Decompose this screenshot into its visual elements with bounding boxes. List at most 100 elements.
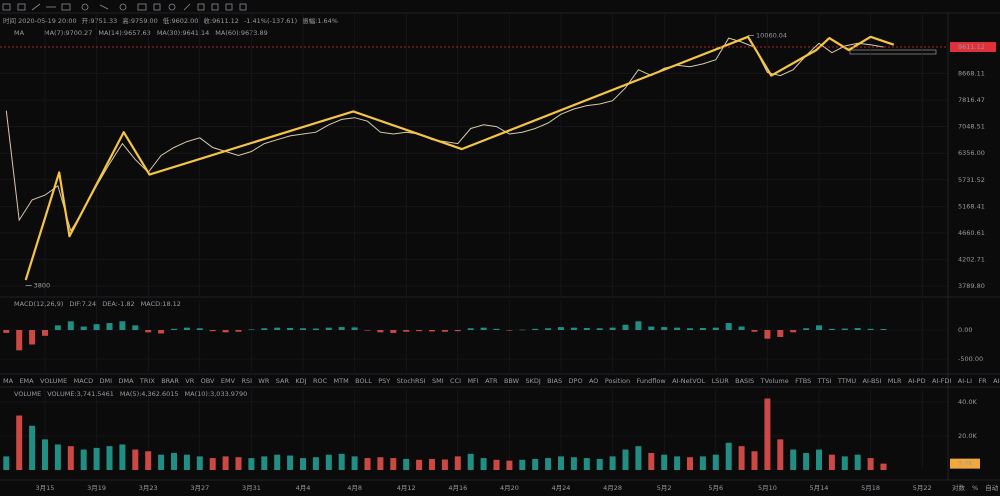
indicator-tab[interactable]: EMA [19,377,34,385]
bar [803,328,810,330]
indicator-tab[interactable]: BRAR [161,377,179,385]
indicator-tab[interactable]: TTSI [817,377,832,385]
bar [93,324,100,330]
y-tick-label: 6356.00 [958,149,985,157]
indicator-tab[interactable]: RSI [241,377,252,385]
indicator-tab[interactable]: EMV [221,377,236,385]
indicator-tab[interactable]: MA [3,377,14,385]
indicator-tab[interactable]: StochRSI [397,377,426,385]
indicator-tab[interactable]: MFI [467,377,478,385]
bar [325,327,332,330]
indicator-tab[interactable]: MACD [74,377,93,385]
tool-icon[interactable] [239,3,247,11]
tool-icon[interactable] [225,3,233,11]
indicator-tab[interactable]: MTM [334,377,349,385]
bar [274,454,281,470]
tool-icon[interactable] [168,3,176,11]
bar [751,451,758,470]
tool-icon[interactable] [153,3,161,11]
zigzag-line [24,35,895,281]
bar [712,454,719,470]
bar [596,458,603,470]
indicator-tab[interactable]: AI-BST [993,377,1000,385]
indicator-tab[interactable]: SAR [276,377,290,385]
indicator-tab[interactable]: BIAS [547,377,562,385]
indicator-tab[interactable]: Fundflow [637,377,667,385]
indicator-tab[interactable]: LSUR [712,377,730,385]
bar [493,328,500,330]
indicator-tab[interactable]: Position [605,377,630,385]
bar [596,328,603,330]
indicator-tab[interactable]: FR [978,377,987,385]
bar [29,329,36,345]
tool-icon[interactable] [211,3,219,11]
bar [764,329,771,339]
indicator-tab[interactable]: BOLL [355,377,372,385]
bar [841,328,848,330]
indicator-tab[interactable]: MLR [888,377,902,385]
ohlc-info: 开:9751.33 [82,17,118,25]
bar [648,452,655,470]
indicator-tab[interactable]: WR [258,377,269,385]
tool-icon[interactable] [81,3,89,11]
tool-icon[interactable] [137,3,147,11]
bar [429,329,435,332]
bar [145,451,152,470]
indicator-tab[interactable]: OBV [201,377,215,385]
footer-toggle[interactable]: 自动 [985,483,999,492]
bar [661,454,668,470]
indicator-tab[interactable]: TTMU [837,377,856,385]
bar [519,459,526,470]
bar [441,459,448,470]
x-tick-label: 4月24 [552,484,571,492]
indicator-tab[interactable]: AI-PD [908,377,926,385]
indicator-tab[interactable]: BASIS [735,377,754,385]
tool-icon[interactable] [99,4,109,10]
tool-icon[interactable] [31,3,41,11]
indicator-tab[interactable]: AI-BSI [863,377,882,385]
tool-icon[interactable] [119,3,127,11]
tool-icon[interactable] [197,3,205,11]
indicator-tab[interactable]: AI-FDI [932,377,951,385]
bar [158,454,165,470]
tool-icon[interactable] [61,3,71,11]
indicator-tab[interactable]: SKDJ [525,377,540,385]
bar [880,328,887,330]
bar [661,327,668,330]
bar [3,329,10,333]
bar [364,329,371,331]
indicator-tab[interactable]: ATR [485,377,498,385]
indicator-tab[interactable]: VR [185,377,194,385]
indicator-tab[interactable]: PSY [378,377,390,385]
bar [777,329,784,337]
x-tick-label: 4月20 [500,484,519,492]
tool-icon[interactable] [183,3,191,11]
footer-toggle[interactable]: % [972,484,978,492]
bar [287,455,294,470]
bar [274,327,281,330]
tool-icon[interactable] [17,3,26,11]
indicator-tab[interactable]: ROC [313,377,328,385]
indicator-tab[interactable]: TVolume [760,377,789,385]
indicator-tab[interactable]: KDJ [295,377,306,385]
indicator-tab[interactable]: SMI [432,377,444,385]
tool-icon[interactable] [2,3,11,11]
last-price-label: 9611.12 [958,43,985,51]
indicator-tab[interactable]: DMA [118,377,134,385]
footer-toggle[interactable]: 对数 [952,483,966,492]
indicator-tab[interactable]: DPO [569,377,583,385]
indicator-tab[interactable]: CCI [450,377,461,385]
x-tick-label: 5月2 [657,484,672,492]
indicator-tab[interactable]: VOLUME [40,377,67,385]
indicator-tab[interactable]: BBW [504,377,520,385]
indicator-tab[interactable]: TRIX [139,377,155,385]
indicator-tab[interactable]: AI-NetVOL [672,377,706,385]
indicator-tab[interactable]: DMI [100,377,113,385]
indicator-tab[interactable]: AI-LI [958,377,972,385]
indicator-legend: DEA:-1.82 [102,300,134,308]
bar [132,325,139,330]
indicator-tab[interactable]: AO [589,377,598,385]
indicator-tab[interactable]: FTBS [795,377,811,385]
